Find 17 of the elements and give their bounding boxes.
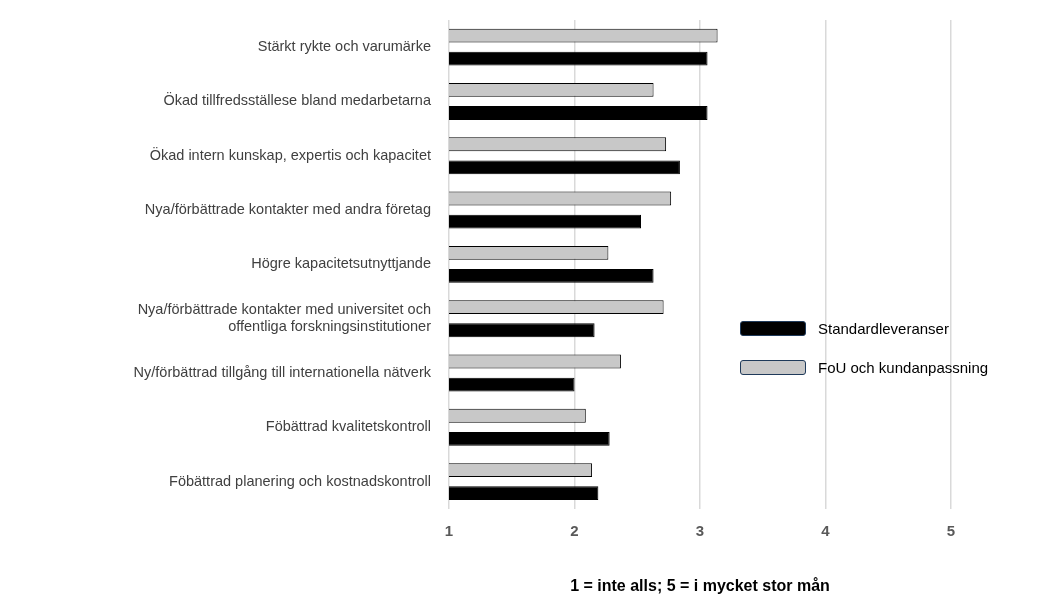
y-tick-label: Ny/förbättrad tillgång till internationella nätverk bbox=[133, 364, 432, 381]
x-axis-title: 1 = inte alls; 5 = i mycket stor mån bbox=[570, 576, 830, 594]
y-tick-label: Föbättrad kvalitetskontroll bbox=[265, 418, 431, 435]
x-tick-label: 2 bbox=[570, 521, 579, 539]
x-tick-label: 1 bbox=[444, 521, 454, 539]
x-tick-label: 3 bbox=[695, 521, 705, 539]
y-tick-label: Nya/förbättrade kontakter med andra företag bbox=[144, 201, 431, 218]
legend-label: Standardleveranser bbox=[818, 320, 949, 337]
y-tick-label: Stärkt rykte och varumärke bbox=[257, 38, 431, 55]
y-tick-label: Ökad intern kunskap, expertis och kapacitet bbox=[149, 145, 431, 163]
y-tick-label: Ökad tillfredsställese bland medarbetarna bbox=[163, 91, 432, 109]
x-tick-label: 5 bbox=[946, 521, 956, 539]
y-tick-label: Föbättrad planering och kostnadskontroll bbox=[169, 472, 431, 489]
y-tick-label: Nya/förbättrade kontakter med universitet och offentliga forskningsinstitutioner bbox=[137, 301, 432, 335]
x-tick-label: 4 bbox=[821, 521, 831, 539]
legend-label: FoU och kundanpassning bbox=[818, 359, 989, 376]
y-tick-label: Högre kapacitetsutnyttjande bbox=[251, 255, 431, 272]
